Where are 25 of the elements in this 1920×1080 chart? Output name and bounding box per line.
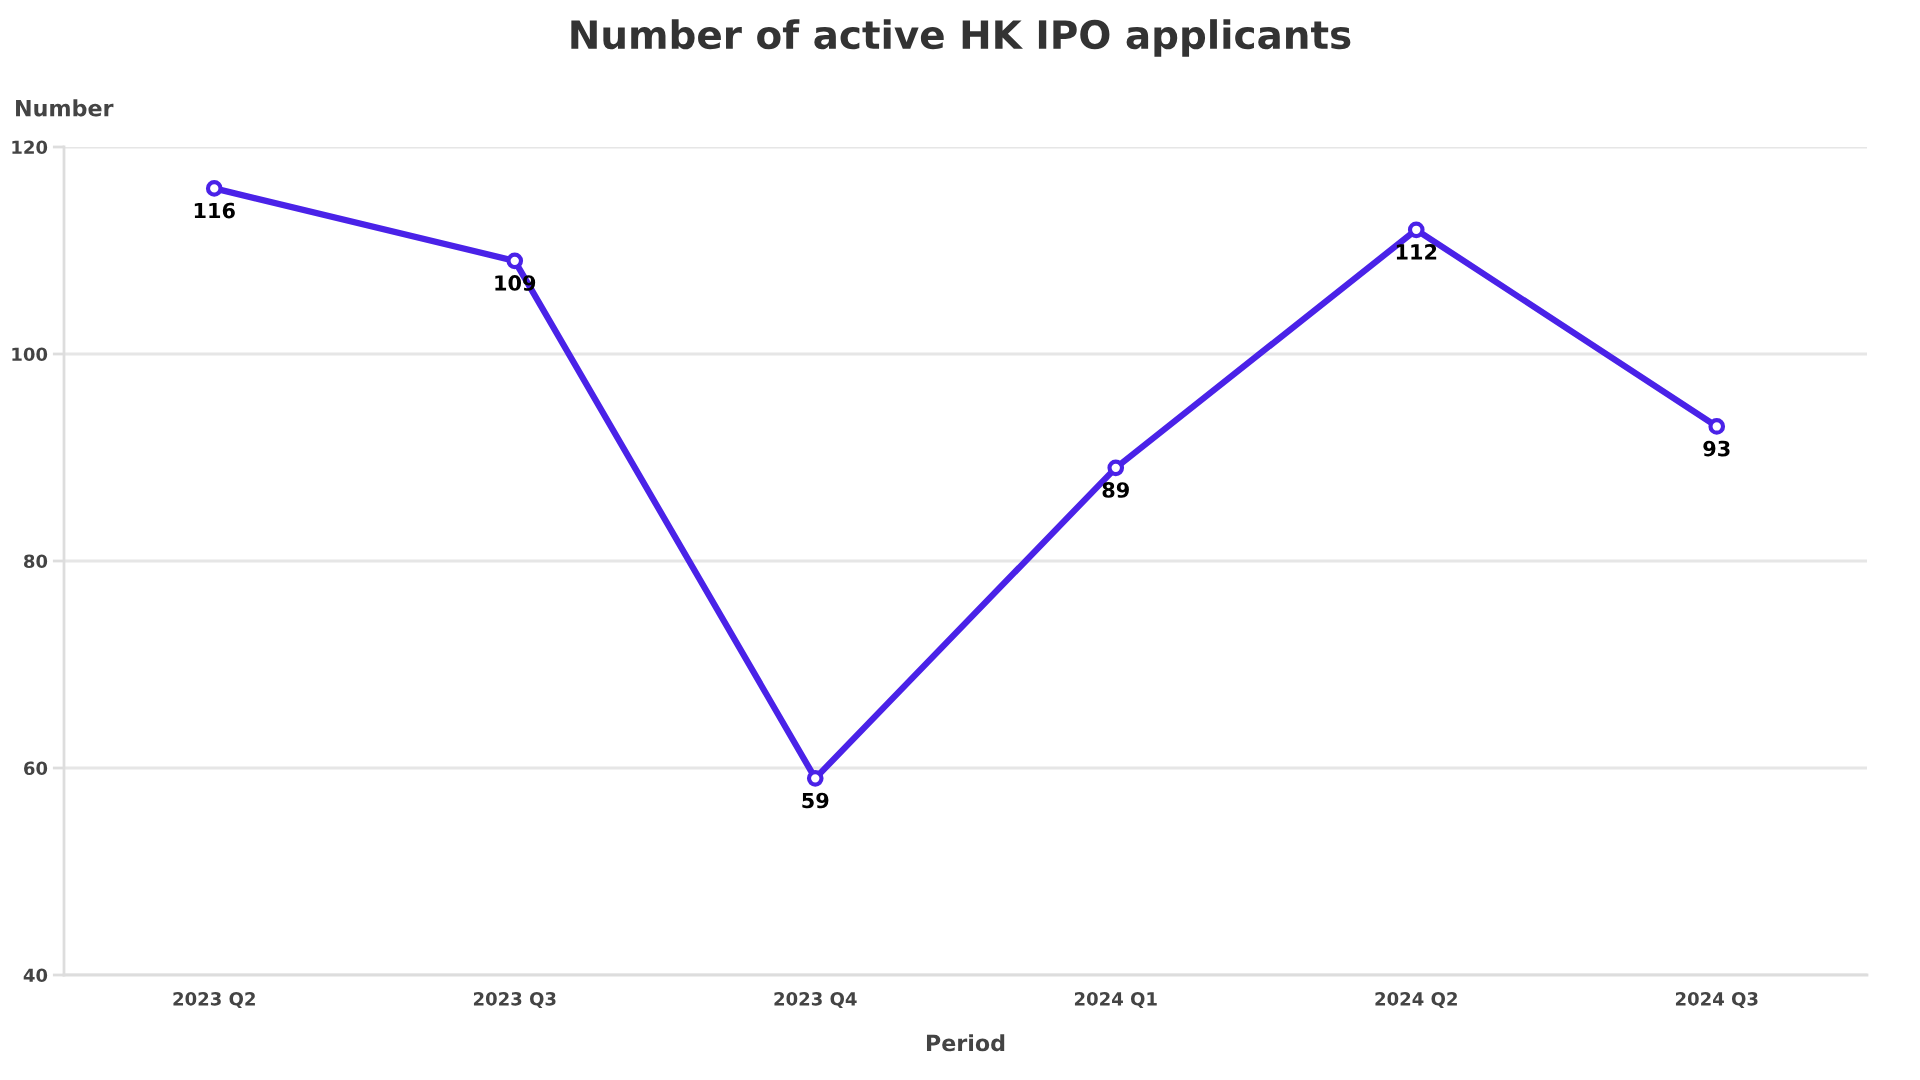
data-label: 93 bbox=[1703, 440, 1730, 457]
point bbox=[806, 770, 824, 787]
x-tick-label: 2024 Q3 bbox=[1675, 991, 1758, 1009]
y-tick-label: 60 bbox=[24, 761, 48, 776]
data-label: 59 bbox=[802, 792, 829, 809]
data-label: 89 bbox=[1102, 482, 1129, 498]
x-tick-label: 2023 Q3 bbox=[473, 991, 556, 1009]
x-tick-label: 2023 Q2 bbox=[173, 991, 255, 1009]
data-label: 112 bbox=[1396, 244, 1437, 260]
x-tick-label: 2024 Q2 bbox=[1375, 991, 1457, 1009]
point bbox=[205, 180, 223, 197]
point bbox=[1407, 221, 1425, 239]
y-tick-label: 80 bbox=[24, 554, 48, 569]
y-tick-label: 120 bbox=[12, 140, 48, 155]
x-tick-label: 2023 Q4 bbox=[774, 991, 857, 1009]
point bbox=[1107, 459, 1125, 477]
point bbox=[506, 252, 524, 270]
x-tick-label: 2024 Q1 bbox=[1074, 991, 1157, 1009]
point bbox=[1708, 418, 1726, 435]
y-tick-label: 100 bbox=[12, 347, 48, 362]
data-label: 116 bbox=[194, 202, 235, 219]
chart-title: Number of active HK IPO applicants bbox=[571, 19, 1351, 57]
y-axis-title: Number bbox=[16, 99, 114, 117]
y-tick-label: 40 bbox=[23, 968, 48, 983]
x-axis-title: Period bbox=[926, 1034, 1005, 1052]
